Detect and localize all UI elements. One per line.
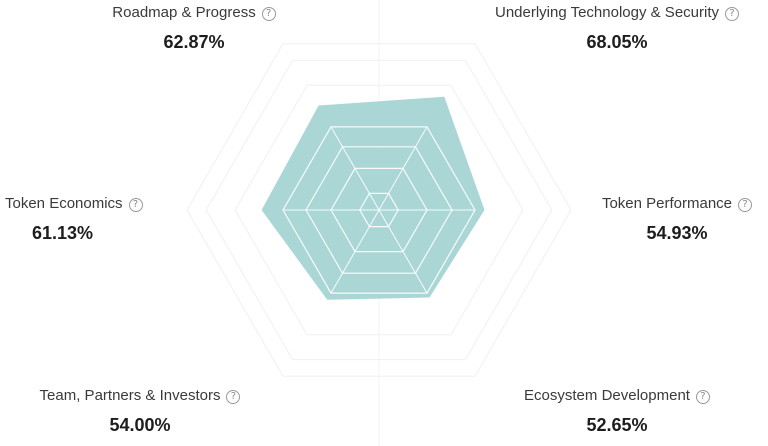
help-icon[interactable]: ? [226, 390, 241, 404]
metric-value-team-partners-investors: 54.00% [109, 415, 171, 435]
spoke-5 [330, 126, 380, 211]
help-icon[interactable]: ? [738, 198, 753, 212]
metric-ecosystem-development: Ecosystem Development? 52.65% [467, 387, 767, 436]
metric-label-ecosystem-development: Ecosystem Development [524, 387, 690, 404]
metric-label-roadmap-progress: Roadmap & Progress [112, 4, 256, 21]
metric-label-team-partners-investors: Team, Partners & Investors [39, 387, 221, 404]
spoke-0 [378, 126, 428, 211]
grid-ring-outer-0 [234, 84, 524, 336]
metric-value-ecosystem-development: 52.65% [586, 415, 648, 435]
metric-label-token-economics: Token Economics [5, 195, 123, 212]
metric-label-token-performance: Token Performance [601, 195, 733, 212]
help-icon[interactable]: ? [725, 7, 739, 21]
help-icon[interactable]: ? [128, 198, 143, 212]
metric-roadmap-progress: Roadmap & Progress? 62.87% [44, 4, 344, 53]
spoke-2 [378, 209, 428, 294]
metric-label-technology-security: Underlying Technology & Security [494, 4, 719, 21]
metric-value-token-economics: 61.13% [32, 223, 94, 243]
metric-value-technology-security: 68.05% [586, 32, 648, 52]
metric-token-performance: Token Performance? 54.93% [527, 195, 768, 244]
grid-ring-outer-2 [186, 43, 572, 377]
metric-technology-security: Underlying Technology & Security? 68.05% [467, 4, 767, 53]
help-icon[interactable]: ? [261, 7, 276, 21]
spoke-3 [330, 209, 380, 294]
metric-value-token-performance: 54.93% [646, 223, 708, 243]
help-icon[interactable]: ? [695, 390, 710, 404]
metric-value-roadmap-progress: 62.87% [163, 32, 225, 52]
metric-team-partners-investors: Team, Partners & Investors? 54.00% [0, 387, 290, 436]
grid-ring-outer-1 [205, 59, 553, 361]
metric-token-economics: Token Economics? 61.13% [5, 195, 305, 244]
